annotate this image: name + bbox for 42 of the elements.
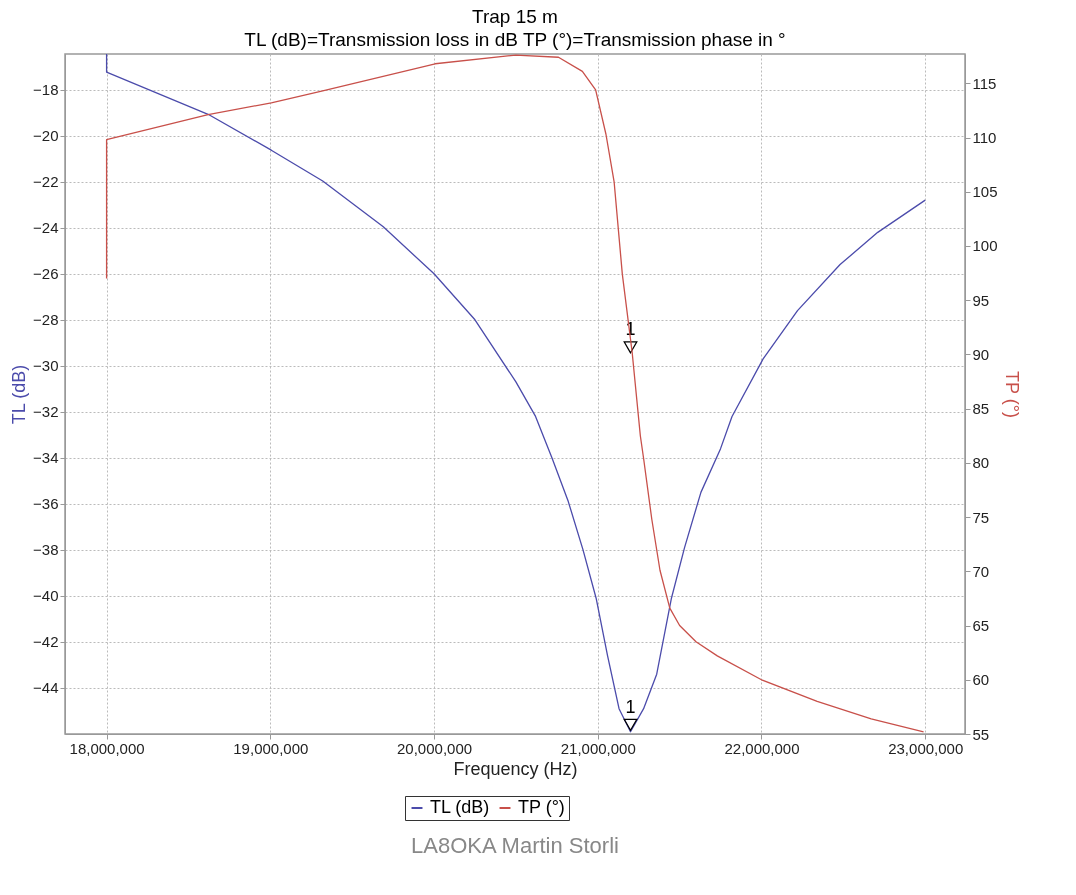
y-tick-label: −24 [33,219,59,237]
y2-tick-label: 95 [972,291,990,309]
x-tick-label: 22,000,000 [724,739,800,757]
y2-tick-label: 60 [972,671,990,689]
y2-tick-label: 80 [972,454,990,472]
y-tick-label: −34 [33,449,59,467]
y-tick-label: −40 [33,587,59,605]
text: LA8OKA Martin Storli [411,833,619,858]
y2-tick-label: 65 [972,617,990,635]
y2-tick-label: 115 [972,74,997,92]
x-tick-label: 19,000,000 [233,739,309,757]
y2-tick-label: 110 [972,129,997,147]
y-tick-label: −22 [33,173,59,191]
y-tick-label: −26 [33,265,59,283]
y2-tick-label: 90 [972,345,990,363]
legend-label: TL (dB) [430,797,490,817]
x-axis-title: Frequency (Hz) [453,758,578,779]
y-tick-label: −32 [33,403,59,421]
y-tick-label: −18 [33,81,59,99]
y-axis-title: TL (dB) [9,364,30,425]
chart-subtitle: TL (dB)=Transmission loss in dB TP (°)=Transmission phase in ° [244,29,786,50]
legend-label: TP (°) [518,797,565,817]
x-tick-label: 23,000,000 [888,739,964,757]
y-tick-label: −38 [33,541,59,559]
y-tick-label: −36 [33,495,59,513]
y-tick-label: −42 [33,633,59,651]
y2-axis-title: TP (°) [1001,371,1022,418]
y2-tick-label: 75 [972,508,990,526]
chart-title: Trap 15 m [472,6,558,27]
y-tick-label: −30 [33,357,59,375]
y2-tick-label: 100 [972,237,998,255]
y2-tick-label: 70 [972,562,990,580]
x-tick-label: 21,000,000 [560,739,636,757]
y2-tick-label: 85 [972,400,990,418]
x-tick-label: 18,000,000 [69,739,145,757]
y-tick-label: −20 [33,127,59,145]
y-tick-label: −44 [33,679,59,697]
annotation: 1 [625,696,636,717]
y-tick-label: −28 [33,311,59,329]
y2-tick-label: 55 [972,725,990,743]
y2-tick-label: 105 [972,183,998,201]
x-tick-label: 20,000,000 [397,739,473,757]
